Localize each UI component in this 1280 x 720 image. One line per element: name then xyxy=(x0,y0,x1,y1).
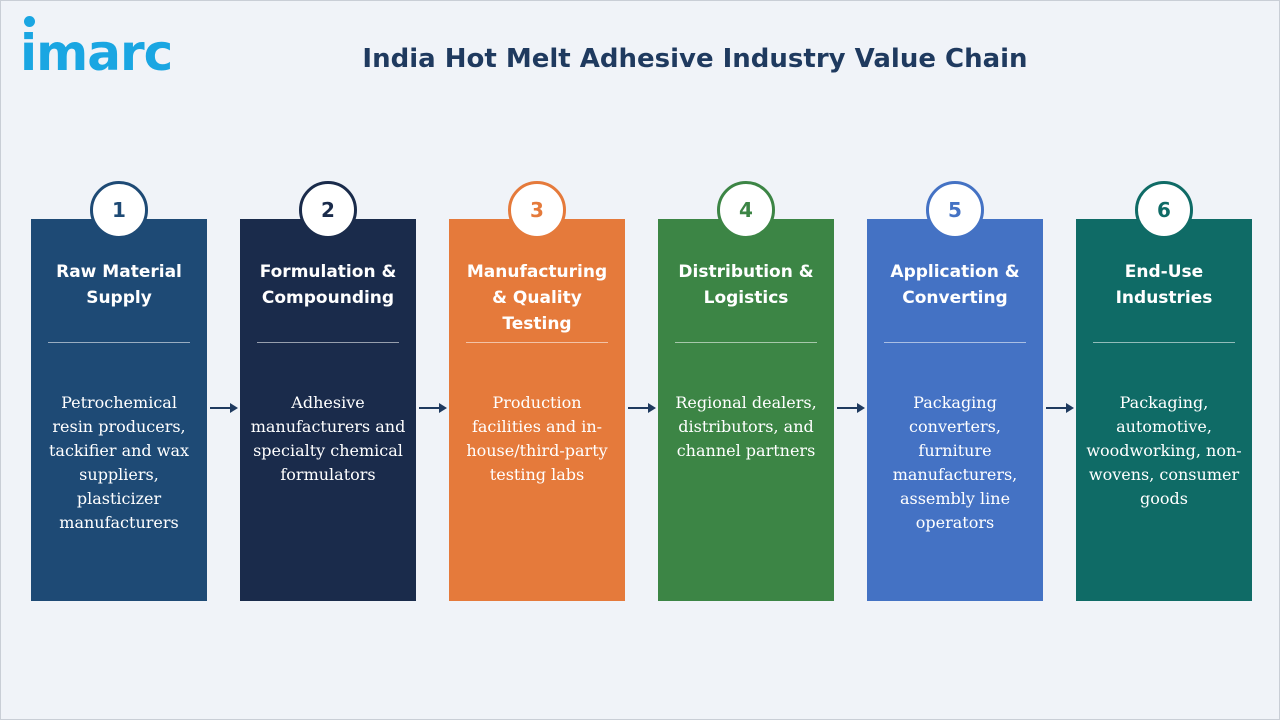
step-number-badge: 5 xyxy=(926,181,984,239)
step-divider xyxy=(884,342,1026,343)
step-card-formulation-compounding: Formulation & Compounding Adhesive manufa… xyxy=(240,219,416,601)
step-title: Formulation & Compounding xyxy=(259,262,397,308)
step-divider xyxy=(466,342,608,343)
step-description: Regional dealers, distributors, and chan… xyxy=(675,393,817,460)
step-card-manufacturing-quality-testing: Manufacturing & Quality Testing Productio… xyxy=(449,219,625,601)
arrow-right-icon xyxy=(837,403,865,413)
logo-dot xyxy=(24,16,35,27)
step-number-badge: 6 xyxy=(1135,181,1193,239)
step-title: Distribution & Logistics xyxy=(678,262,814,308)
step-title: Application & Converting xyxy=(890,262,1020,308)
logo-text: imarc xyxy=(20,24,173,82)
step-divider xyxy=(1093,342,1235,343)
step-card-distribution-logistics: Distribution & Logistics Regional dealers… xyxy=(658,219,834,601)
step-title: Raw Material Supply xyxy=(56,262,182,308)
step-card-raw-material-supply: Raw Material Supply Petrochemical resin p… xyxy=(31,219,207,601)
step-description: Petrochemical resin producers, tackifier… xyxy=(48,393,190,532)
page-title: India Hot Melt Adhesive Industry Value C… xyxy=(362,44,1028,74)
arrow-right-icon xyxy=(628,403,656,413)
step-title: Manufacturing & Quality Testing xyxy=(466,262,608,334)
step-description: Packaging converters, furniture manufact… xyxy=(892,393,1018,532)
step-card-application-converting: Application & Converting Packaging conver… xyxy=(867,219,1043,601)
step-divider xyxy=(675,342,817,343)
step-divider xyxy=(257,342,399,343)
step-card-end-use-industries: End-Use Industries Packaging, automotive,… xyxy=(1076,219,1252,601)
step-title: End-Use Industries xyxy=(1115,262,1213,308)
arrow-right-icon xyxy=(210,403,238,413)
step-divider xyxy=(48,342,190,343)
step-description: Production facilities and in-house/third… xyxy=(466,393,608,484)
step-description: Packaging, automotive, woodworking, non-… xyxy=(1086,393,1242,508)
arrow-right-icon xyxy=(1046,403,1074,413)
step-number-badge: 4 xyxy=(717,181,775,239)
step-number-badge: 3 xyxy=(508,181,566,239)
step-number-badge: 1 xyxy=(90,181,148,239)
imarc-logo: imarc xyxy=(20,14,210,80)
step-number-badge: 2 xyxy=(299,181,357,239)
step-description: Adhesive manufacturers and specialty che… xyxy=(250,393,406,484)
arrow-right-icon xyxy=(419,403,447,413)
